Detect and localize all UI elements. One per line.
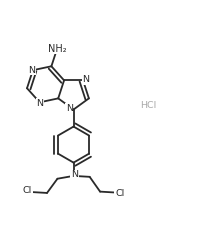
Text: N: N bbox=[82, 75, 89, 84]
Text: N: N bbox=[36, 99, 43, 108]
Text: N: N bbox=[71, 170, 78, 179]
Text: HCl: HCl bbox=[140, 101, 156, 110]
Text: N: N bbox=[65, 104, 72, 113]
Text: N: N bbox=[28, 66, 35, 75]
Text: Cl: Cl bbox=[115, 189, 124, 198]
Text: Cl: Cl bbox=[23, 186, 32, 195]
Text: NH₂: NH₂ bbox=[48, 44, 66, 54]
